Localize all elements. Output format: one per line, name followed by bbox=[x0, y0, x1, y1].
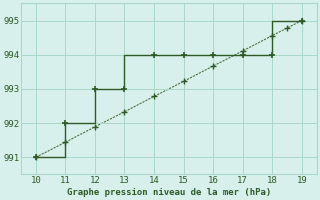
X-axis label: Graphe pression niveau de la mer (hPa): Graphe pression niveau de la mer (hPa) bbox=[67, 188, 271, 197]
